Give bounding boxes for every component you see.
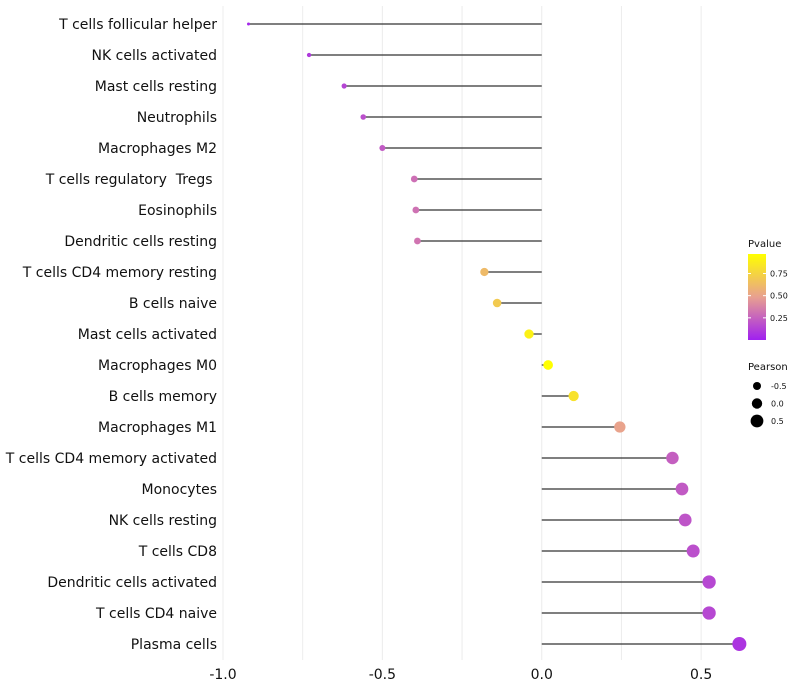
category-label: NK cells activated bbox=[92, 48, 217, 64]
data-point bbox=[675, 482, 689, 496]
pvalue-colorbar bbox=[748, 254, 766, 340]
category-label: Mast cells activated bbox=[78, 327, 217, 343]
data-point bbox=[702, 606, 716, 620]
points bbox=[247, 22, 747, 651]
category-labels: T cells follicular helper NK cells activa… bbox=[5, 17, 217, 653]
category-label: Macrophages M1 bbox=[98, 420, 217, 436]
size-legend-dot bbox=[751, 398, 763, 409]
category-label: Eosinophils bbox=[138, 203, 217, 219]
data-point bbox=[341, 83, 347, 89]
data-point bbox=[614, 421, 626, 433]
category-label: T cells follicular helper bbox=[58, 17, 217, 33]
data-point bbox=[410, 175, 418, 183]
category-label: Dendritic cells activated bbox=[47, 575, 217, 591]
category-label: Macrophages M2 bbox=[98, 141, 217, 157]
data-point bbox=[543, 360, 553, 370]
colorbar-tick-label: 0.25 bbox=[770, 314, 788, 323]
data-point bbox=[414, 237, 421, 245]
category-label: B cells naive bbox=[129, 296, 217, 312]
category-label: NK cells resting bbox=[109, 513, 217, 529]
data-point bbox=[686, 544, 700, 558]
x-axis-ticks: -1.0 -0.5 0.0 0.5 bbox=[209, 667, 712, 683]
category-label: Plasma cells bbox=[131, 637, 217, 653]
category-label: Mast cells resting bbox=[95, 79, 217, 95]
category-label: B cells memory bbox=[109, 389, 217, 405]
data-point bbox=[379, 145, 386, 151]
category-label: T cells CD4 memory resting bbox=[22, 265, 217, 281]
data-point bbox=[666, 451, 679, 465]
category-label: Neutrophils bbox=[137, 110, 217, 126]
x-tick-label: 0.5 bbox=[690, 667, 712, 683]
data-point bbox=[360, 114, 367, 120]
data-point bbox=[306, 52, 312, 58]
data-point bbox=[732, 637, 747, 651]
category-label: T cells CD4 memory activated bbox=[5, 451, 217, 467]
pvalue-legend: Pvalue 0.75 0.50 0.25 bbox=[748, 239, 788, 340]
x-tick-label: -0.5 bbox=[369, 667, 396, 683]
colorbar-tick-label: 0.75 bbox=[770, 270, 788, 279]
legend: Pvalue 0.75 0.50 0.25 Pearson -0.5 0.0 0.5 bbox=[748, 239, 788, 428]
data-point bbox=[492, 298, 502, 308]
size-legend-dot bbox=[753, 382, 761, 390]
x-tick-label: 0.0 bbox=[531, 667, 553, 683]
grid bbox=[222, 6, 702, 660]
category-label: T cells CD8 bbox=[138, 544, 217, 560]
pearson-legend: Pearson -0.5 0.0 0.5 bbox=[748, 362, 788, 428]
data-point bbox=[702, 575, 716, 589]
x-tick-label: -1.0 bbox=[209, 667, 236, 683]
colorbar-tick-label: 0.50 bbox=[770, 292, 788, 301]
size-legend-label: -0.5 bbox=[771, 382, 787, 391]
size-legend-label: 0.0 bbox=[771, 400, 784, 409]
pvalue-legend-title: Pvalue bbox=[748, 239, 781, 250]
data-point bbox=[247, 22, 250, 26]
stems bbox=[248, 23, 740, 645]
data-point bbox=[412, 206, 420, 214]
data-point bbox=[480, 267, 489, 277]
category-label: T cells regulatory Tregs bbox=[45, 172, 217, 188]
category-label: T cells CD4 naive bbox=[95, 606, 217, 622]
size-legend-label: 0.5 bbox=[771, 417, 784, 426]
category-label: Monocytes bbox=[142, 482, 217, 498]
data-point bbox=[568, 390, 579, 402]
pearson-legend-title: Pearson bbox=[748, 362, 788, 373]
data-point bbox=[524, 329, 534, 339]
category-label: Dendritic cells resting bbox=[64, 234, 217, 250]
category-label: Macrophages M0 bbox=[98, 358, 217, 374]
size-legend-dot bbox=[750, 414, 764, 428]
data-point bbox=[678, 513, 692, 527]
